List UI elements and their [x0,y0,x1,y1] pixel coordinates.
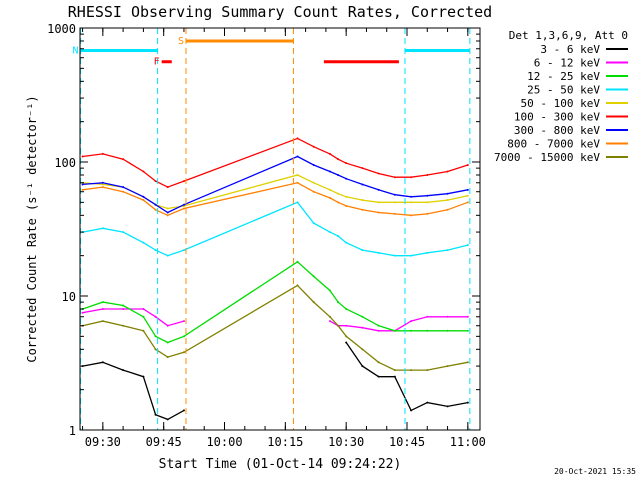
series-segment [82,182,469,217]
x-tick-label: 10:45 [389,435,425,449]
legend-label: 800 - 7000 keV [507,138,600,151]
legend-label: 25 - 50 keV [527,84,600,97]
series-segment [345,342,468,412]
plot-frame [79,27,481,431]
flag-label: N [73,45,79,56]
y-axis-label: Corrected Count Rate (s⁻¹ detector⁻¹) [25,95,39,362]
y-tick-label: 1 [69,424,76,438]
series-segment [82,155,468,214]
legend-title: Det 1,3,6,9, Att 0 [509,29,628,42]
x-tick-label: 10:30 [328,435,364,449]
series-line [81,181,469,217]
legend-label: 100 - 300 keV [514,111,600,124]
flag-layer: F N S [73,28,471,430]
legend-label: 12 - 25 keV [527,70,600,83]
series-segment [82,137,468,188]
series-line [81,260,469,344]
x-tick-label: 10:00 [206,435,242,449]
x-tick-label: 09:45 [146,435,182,449]
series-segment [82,284,468,371]
legend-label: 6 - 12 keV [534,57,601,70]
flag-label: F [154,57,160,68]
series-segment [82,201,468,257]
footer-date: 20-Oct-2021 15:35 [554,467,636,476]
y-tick-label: 1000 [47,22,76,36]
series-segment [329,316,468,332]
axis-layer: 1 10 100 1000 09:30 09:45 10:00 10:15 10:30 10:45… [47,22,486,449]
series-segment [82,260,468,344]
series-segment [82,308,185,327]
series-line [81,341,469,421]
legend-label: 50 - 100 keV [521,97,601,110]
series-layer [81,137,469,421]
legend-label: 3 - 6 keV [540,43,600,56]
series-line [81,284,469,372]
series-segment [82,361,185,421]
y-tick-label: 100 [54,156,76,170]
legend-label: 300 - 800 keV [514,124,600,137]
series-line [81,307,469,332]
legend-label: 7000 - 15000 keV [494,151,600,164]
y-tick-label: 10 [62,290,76,304]
series-line [81,173,469,210]
chart-title: RHESSI Observing Summary Count Rates, Co… [68,3,492,21]
series-segment [82,174,468,210]
x-tick-label: 10:15 [267,435,303,449]
x-tick-label: 09:30 [85,435,121,449]
series-line [81,155,469,214]
flag-label: S [178,36,184,47]
x-tick-label: 11:00 [450,435,486,449]
x-axis-label: Start Time (01-Oct-14 09:24:22) [159,457,402,472]
series-line [81,201,469,257]
series-line [81,137,469,189]
